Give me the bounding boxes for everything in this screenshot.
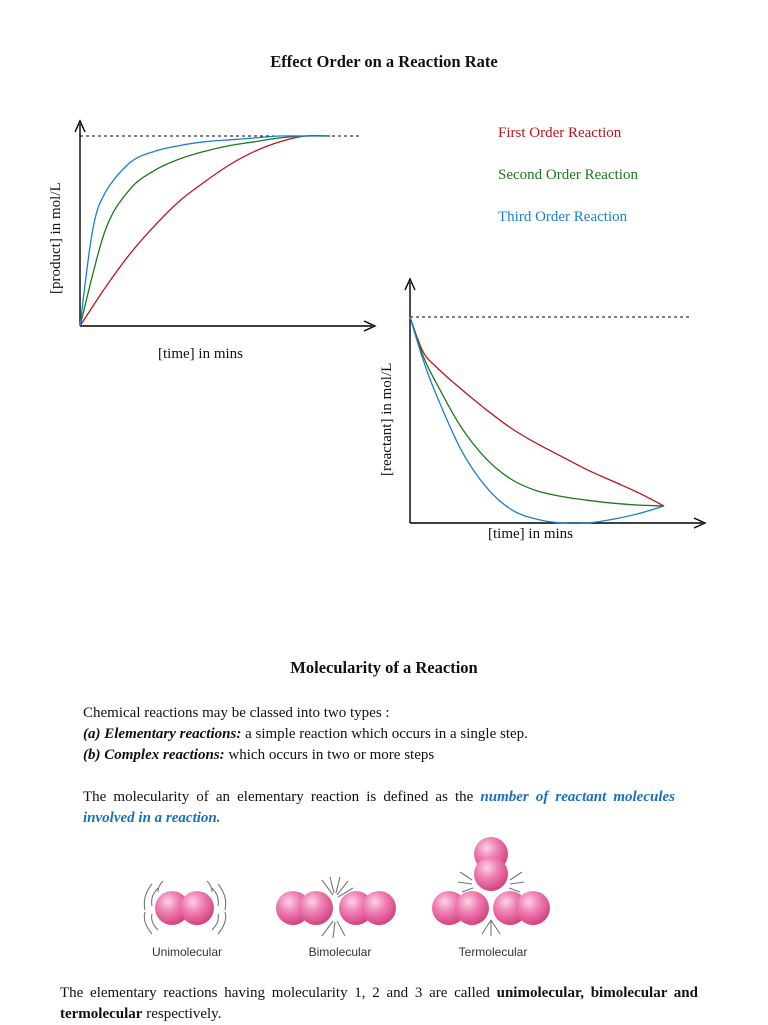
unimolecular-label: Unimolecular <box>152 945 222 959</box>
legend-second-order: Second Order Reaction <box>498 167 638 183</box>
reaction-types-paragraph: Chemical reactions may be classed into t… <box>83 703 703 766</box>
complex-reaction-line: (b) Complex reactions: which occurs in t… <box>83 745 703 766</box>
molecularity-illustration: Unimolecular Bimolecular Termolecular <box>143 837 550 959</box>
chart-product-x-label: [time] in mins <box>158 346 243 362</box>
legend-third-order: Third Order Reaction <box>498 209 628 225</box>
definition-prefix: The molecularity of an elementary reacti… <box>83 789 481 805</box>
summary-bold: unimolecular, bimolecular and termolecul… <box>60 985 698 1022</box>
elementary-reaction-line: (a) Elementary reactions: a simple react… <box>83 724 703 745</box>
elementary-reaction-text: a simple reaction which occurs in a sing… <box>241 726 528 742</box>
reaction-types-intro: Chemical reactions may be classed into t… <box>83 705 390 721</box>
summary-prefix: The elementary reactions having molecula… <box>60 985 497 1001</box>
chart-2-series-3-line <box>409 316 665 525</box>
complex-reaction-label: (b) Complex reactions: <box>83 747 225 763</box>
complex-reaction-text: which occurs in two or more steps <box>224 747 435 763</box>
chart-reactant-x-label: [time] in mins <box>488 526 573 542</box>
unimolecular-molecule-icon <box>143 880 227 935</box>
section-title-molecularity: Molecularity of a Reaction <box>290 658 478 677</box>
bimolecular-label: Bimolecular <box>309 945 372 959</box>
summary-suffix: respectively. <box>142 1006 222 1022</box>
chart-product-x-arrow <box>363 320 377 332</box>
chart-product-y-arrow <box>74 119 86 133</box>
termolecular-molecules-icon <box>432 837 550 936</box>
chart-2-series-1-line <box>409 316 665 507</box>
chart-2-series-2-line <box>409 316 665 507</box>
chart-reactant-y-label: [reactant] in mol/L <box>379 363 395 476</box>
molecularity-summary: The elementary reactions having molecula… <box>60 983 698 1025</box>
chart-product-y-label: [product] in mol/L <box>48 182 64 294</box>
chart-1-series-3-line <box>79 135 330 327</box>
chart-reactant: [time] in mins [reactant] in mol/L <box>379 277 707 542</box>
chart-1-series-1-line <box>79 134 331 327</box>
definition-highlight: number of reactant molecules involved in… <box>83 789 676 826</box>
legend-first-order: First Order Reaction <box>498 125 622 141</box>
termolecular-label: Termolecular <box>459 945 528 959</box>
elementary-reaction-label: (a) Elementary reactions: <box>83 726 242 742</box>
chart-product: [time] in mins [product] in mol/L <box>48 119 377 362</box>
chart-1-series-2-line <box>79 135 331 327</box>
chart-reactant-x-arrow <box>693 517 707 529</box>
chart-reactant-y-arrow <box>404 277 416 291</box>
bimolecular-molecules-icon <box>276 876 396 939</box>
section-title-reaction-order: Effect Order on a Reaction Rate <box>270 52 498 71</box>
molecularity-definition: The molecularity of an elementary reacti… <box>83 787 675 829</box>
